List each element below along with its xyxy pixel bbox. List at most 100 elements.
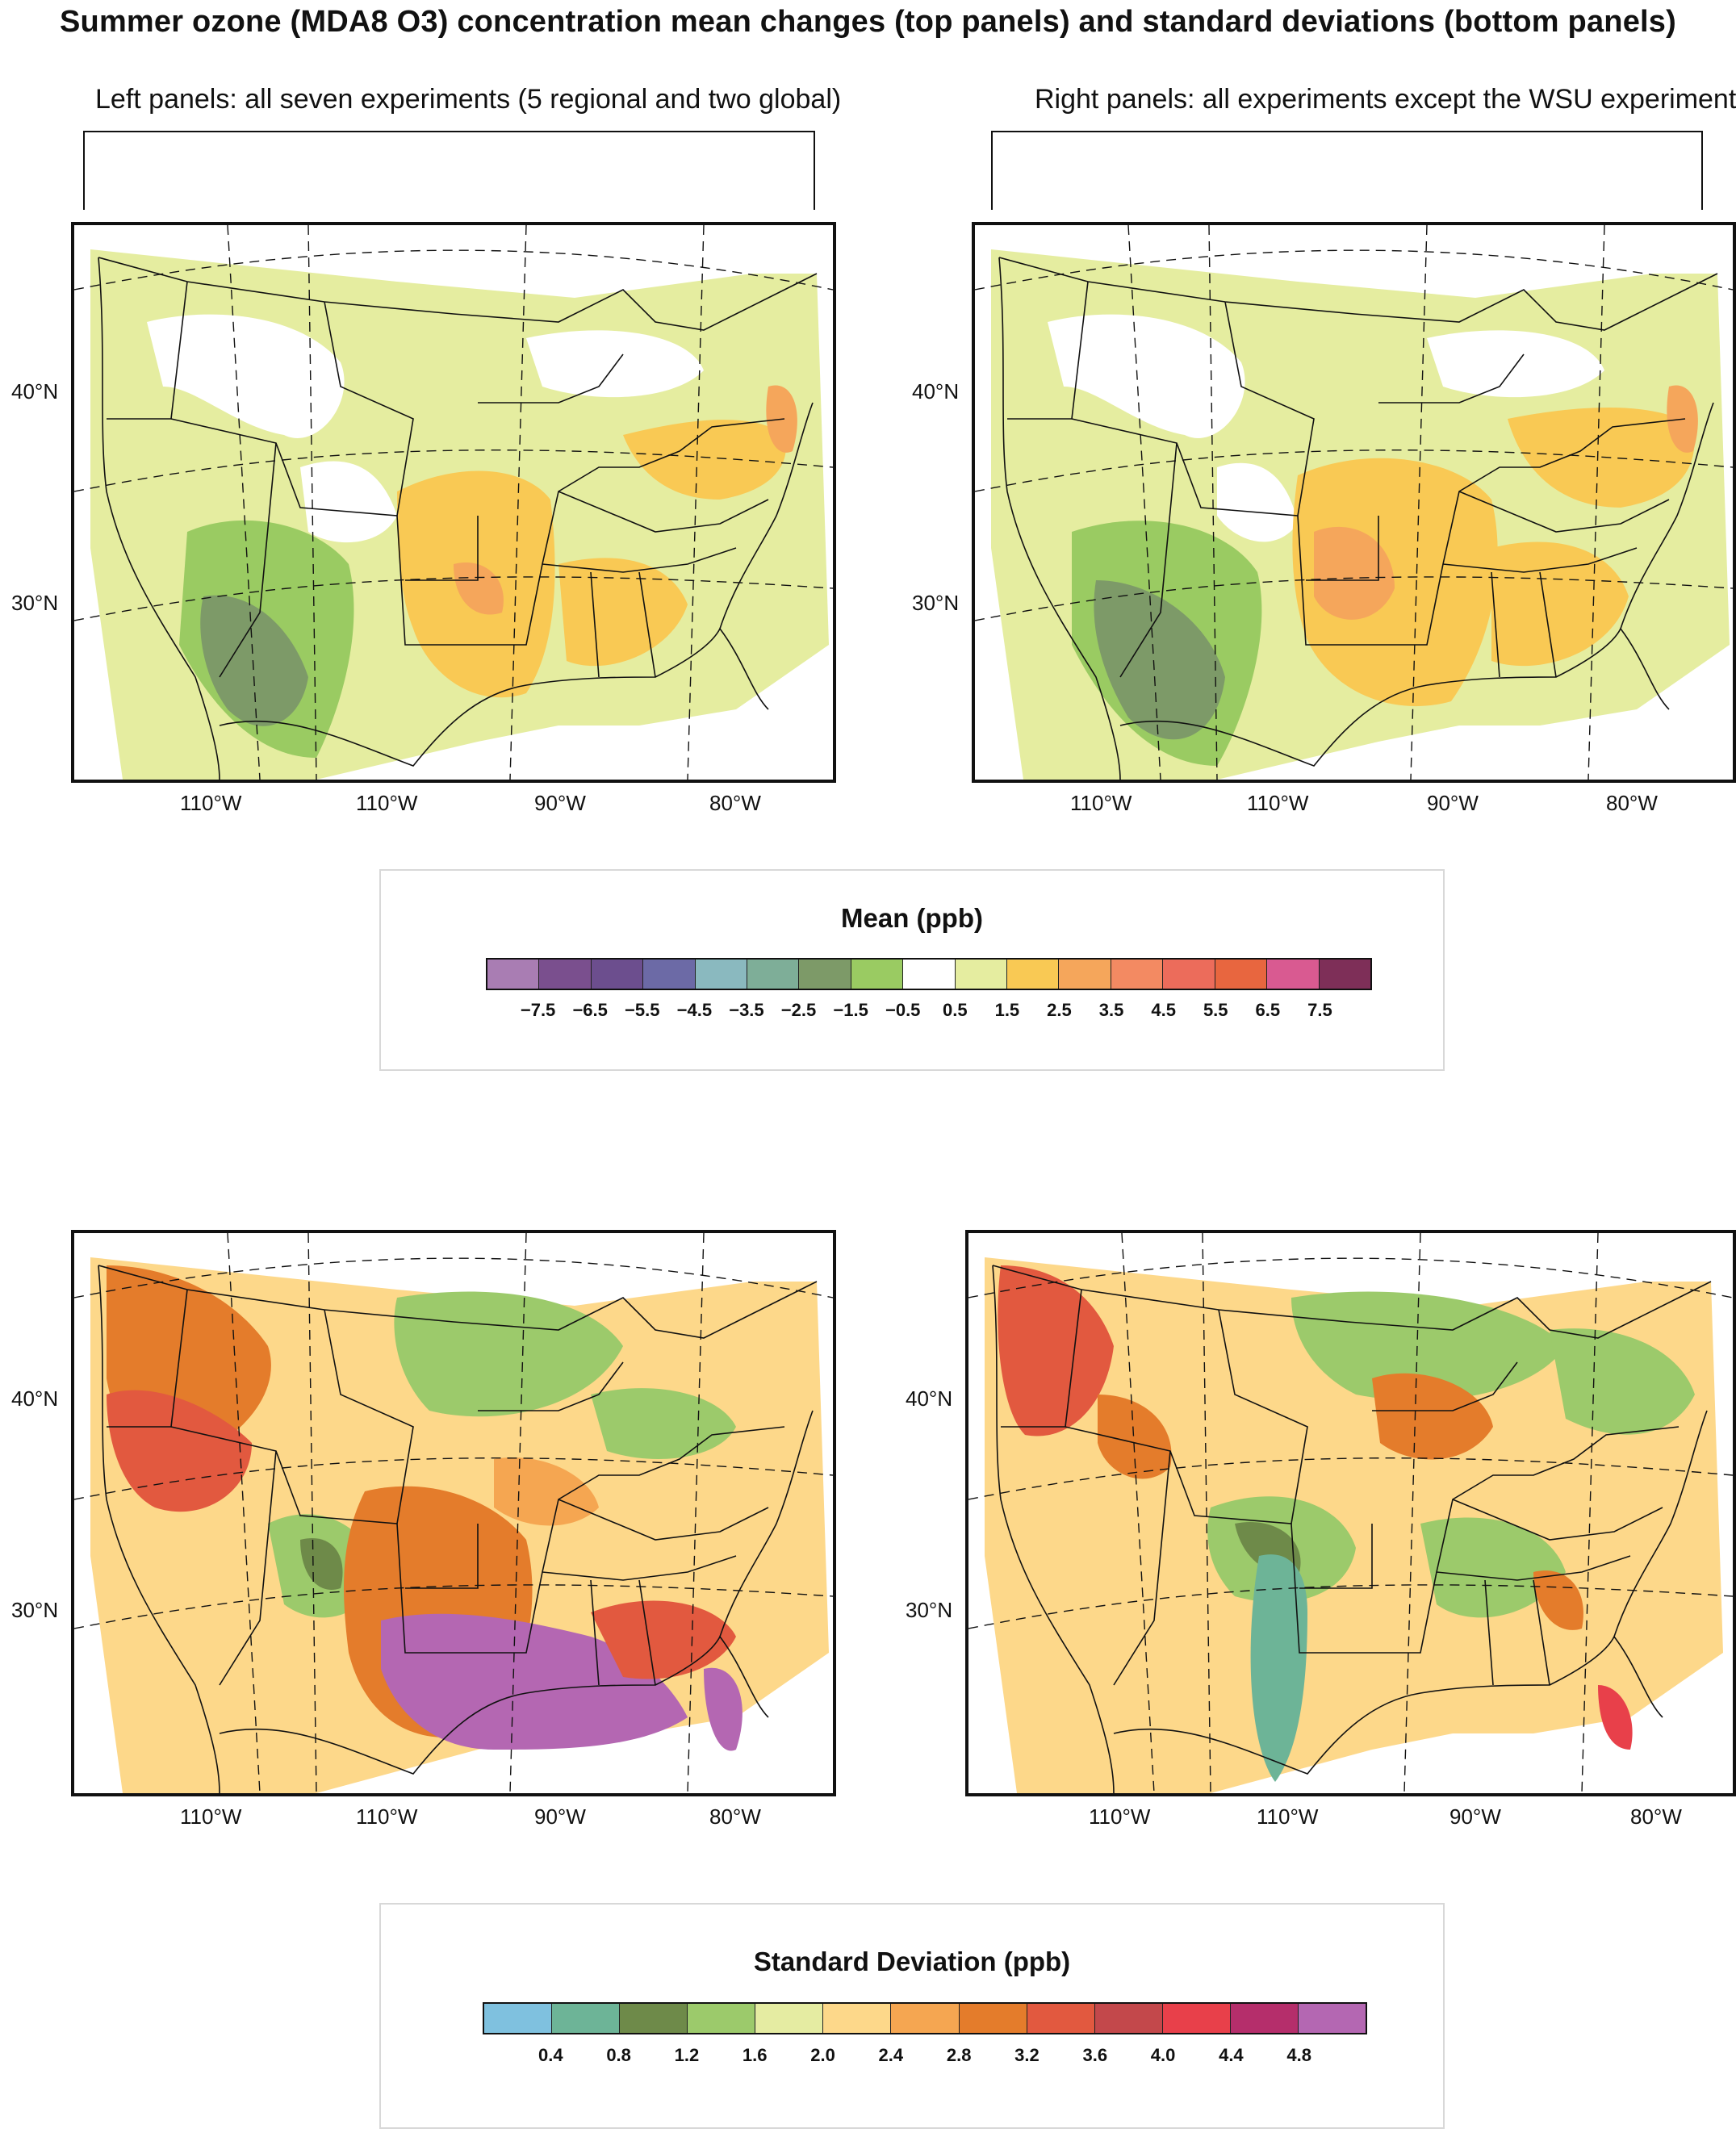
mean_legend-tick-label: 0.5: [942, 1000, 968, 1020]
map-sd-all-fill: [90, 1257, 829, 1793]
map-mean-no-wsu-graticule: [975, 225, 1733, 780]
lon-label-tl-2: 110°W: [356, 791, 418, 815]
map-sd-all-svg: [74, 1233, 833, 1793]
sd_legend-swatch-3: [688, 2004, 756, 2033]
map-sd-all-graticule: [74, 1233, 833, 1793]
map-sd-no-wsu-fill: [985, 1257, 1723, 1793]
mean_legend-swatch-15: [1267, 960, 1320, 989]
sd_legend-swatch-9: [1094, 2004, 1163, 2033]
mean_legend-swatch-7: [851, 960, 904, 989]
lon-label-br-1: 110°W: [1089, 1804, 1151, 1829]
sd-colorbar: [483, 2002, 1367, 2034]
mean_legend-tick-label: 5.5: [1203, 1000, 1228, 1020]
mean_legend-tick-label: −2.5: [780, 1000, 817, 1020]
sd_legend-tick-label: 2.8: [946, 2045, 972, 2065]
mean_legend-swatch-13: [1163, 960, 1215, 989]
mean_legend-tick-label: −6.5: [572, 1000, 608, 1020]
sd-legend: Standard Deviation (ppb) 0.4 0.8 1.2 1.6 2.0…: [379, 1903, 1445, 2129]
sd_legend-swatch-7: [959, 2004, 1027, 2033]
lat-label-40n-tl: 40°N: [11, 379, 59, 404]
lon-label-tr-3: 90°W: [1427, 791, 1479, 815]
sd_legend-tick-label: 2.4: [878, 2045, 904, 2065]
sd_legend-tick-label: 4.0: [1150, 2045, 1176, 2065]
lon-label-br-3: 90°W: [1449, 1804, 1501, 1829]
mean_legend-swatch-16: [1319, 960, 1370, 989]
mean_legend-tick-label: 1.5: [994, 1000, 1020, 1020]
map-mean-all-fill: [90, 249, 829, 780]
map-mean-all-lines: [98, 257, 818, 780]
lon-label-bl-3: 90°W: [534, 1804, 586, 1829]
mean_legend-tick-label: −3.5: [729, 1000, 764, 1020]
sd_legend-swatch-0: [484, 2004, 553, 2033]
map-panel-sd-all: [71, 1230, 836, 1796]
mean-legend: Mean (ppb) −7.5 −6.5 −5.5 −4.5 −3.5 −2.5 −1.5−…: [379, 869, 1445, 1071]
mean_legend-swatch-12: [1111, 960, 1164, 989]
map-sd-no-wsu-lines: [992, 1265, 1712, 1793]
map-mean-no-wsu-svg: [975, 225, 1733, 780]
sd_legend-tick-label: 0.8: [606, 2045, 631, 2065]
lon-label-br-4: 80°W: [1630, 1804, 1682, 1829]
map-mean-all-svg: [74, 225, 833, 780]
mean_legend-swatch-14: [1215, 960, 1268, 989]
mean-legend-title: Mean (ppb): [841, 903, 983, 933]
mean_legend-tick-label: 7.5: [1307, 1000, 1332, 1020]
lon-label-tr-1: 110°W: [1070, 791, 1132, 815]
sd_legend-swatch-2: [620, 2004, 688, 2033]
map-mean-no-wsu-lines: [998, 257, 1718, 780]
mean_legend-swatch-10: [1007, 960, 1060, 989]
mean_legend-tick-label: 3.5: [1098, 1000, 1124, 1020]
sd_legend-swatch-5: [823, 2004, 892, 2033]
sd_legend-tick-label: 2.0: [810, 2045, 835, 2065]
sd_legend-swatch-6: [891, 2004, 960, 2033]
mean_legend-swatch-8: [903, 960, 956, 989]
mean_legend-tick-label: 6.5: [1255, 1000, 1281, 1020]
lon-label-tl-3: 90°W: [534, 791, 586, 815]
lon-label-tr-4: 80°W: [1606, 791, 1658, 815]
mean-colorbar: [486, 958, 1372, 990]
lon-label-tl-1: 110°W: [180, 791, 242, 815]
figure-title: Summer ozone (MDA8 O3) concentration mea…: [59, 5, 1676, 39]
sd-legend-title: Standard Deviation (ppb): [753, 1947, 1071, 1976]
lat-label-40n-br: 40°N: [906, 1386, 953, 1411]
lat-label-40n-tr: 40°N: [912, 379, 960, 404]
lon-label-bl-4: 80°W: [709, 1804, 761, 1829]
sd_legend-tick-label: 1.6: [742, 2045, 768, 2065]
sd_legend-swatch-12: [1298, 2004, 1366, 2033]
left-bracket: [83, 131, 815, 210]
map-sd-no-wsu-svg: [968, 1233, 1733, 1793]
lat-label-30n-tr: 30°N: [912, 591, 960, 615]
mean_legend-tick-label: −0.5: [885, 1000, 921, 1020]
sd_legend-tick-label: 0.4: [538, 2045, 563, 2065]
lon-label-tl-4: 80°W: [709, 791, 761, 815]
right-panels-subtitle: Right panels: all experiments except the…: [1035, 84, 1736, 115]
sd_legend-swatch-1: [552, 2004, 621, 2033]
sd_legend-tick-label: 4.8: [1286, 2045, 1311, 2065]
sd_legend-swatch-11: [1230, 2004, 1299, 2033]
mean_legend-swatch-5: [747, 960, 800, 989]
map-mean-all-graticule: [74, 225, 833, 780]
mean_legend-tick-label: 2.5: [1047, 1000, 1072, 1020]
mean_legend-tick-label: −5.5: [625, 1000, 660, 1020]
sd_legend-tick-label: 3.6: [1082, 2045, 1108, 2065]
mean_legend-tick-label: 4.5: [1151, 1000, 1176, 1020]
lon-label-tr-2: 110°W: [1247, 791, 1309, 815]
map-panel-mean-no-wsu: [972, 222, 1736, 783]
lon-label-br-2: 110°W: [1257, 1804, 1319, 1829]
mean_legend-tick-label: −7.5: [520, 1000, 556, 1020]
mean_legend-tick-label: −1.5: [833, 1000, 868, 1020]
mean_legend-swatch-2: [591, 960, 644, 989]
sd_legend-tick-label: 3.2: [1014, 2045, 1040, 2065]
mean_legend-swatch-6: [799, 960, 851, 989]
lon-label-bl-1: 110°W: [180, 1804, 242, 1829]
mean_legend-tick-label: −4.5: [676, 1000, 713, 1020]
sd_legend-swatch-4: [755, 2004, 824, 2033]
mean_legend-swatch-0: [487, 960, 540, 989]
mean_legend-swatch-1: [539, 960, 592, 989]
mean_legend-swatch-3: [643, 960, 696, 989]
sd_legend-tick-label: 4.4: [1219, 2045, 1244, 2065]
mean_legend-swatch-11: [1059, 960, 1111, 989]
sd_legend-swatch-8: [1027, 2004, 1095, 2033]
sd_legend-swatch-10: [1162, 2004, 1231, 2033]
map-mean-no-wsu-fill: [991, 249, 1730, 780]
lat-label-30n-br: 30°N: [906, 1598, 953, 1622]
